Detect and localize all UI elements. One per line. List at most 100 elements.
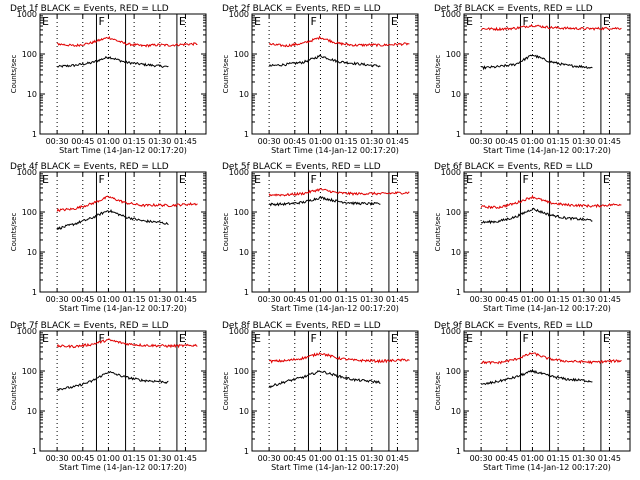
y-tick-label: 1000 <box>441 168 461 177</box>
events-series-line <box>480 207 593 225</box>
panel-title: Det 6f BLACK = Events, RED = LLD <box>434 162 593 172</box>
x-tick-label: 01:00 <box>97 137 120 146</box>
x-tick-label: 01:00 <box>309 454 332 463</box>
lld-series-line <box>268 352 410 364</box>
y-tick-label: 10 <box>239 407 249 416</box>
x-axis-label: Start Time (14-Jan-12 00:17:20) <box>59 304 187 313</box>
y-tick-label: 1000 <box>441 327 461 336</box>
panel-4: Det 4f BLACK = Events, RED = LLD 00:30 00:… <box>10 162 207 313</box>
plot-frame <box>463 171 631 293</box>
x-tick-label: 00:45 <box>283 454 306 463</box>
x-tick-label: 01:30 <box>148 454 171 463</box>
panel-title: Det 5f BLACK = Events, RED = LLD <box>222 162 381 172</box>
x-tick-label: 01:30 <box>572 137 595 146</box>
marker-label: E <box>466 15 473 28</box>
plot-frame <box>39 171 207 293</box>
x-tick-label: 00:45 <box>71 454 94 463</box>
x-tick-label: 01:45 <box>174 454 197 463</box>
x-tick-label: 01:00 <box>309 295 332 304</box>
y-tick-label: 1 <box>244 288 249 297</box>
marker-label: F <box>522 332 528 345</box>
x-tick-label: 00:45 <box>71 295 94 304</box>
y-tick-label: 1 <box>32 130 37 139</box>
marker-label: F <box>310 15 316 28</box>
x-axis-label: Start Time (14-Jan-12 00:17:20) <box>59 463 187 472</box>
panel-3: Det 3f BLACK = Events, RED = LLD 00:30 00:… <box>434 4 631 155</box>
x-tick-label: 00:45 <box>283 295 306 304</box>
x-tick-label: 01:15 <box>335 454 358 463</box>
lld-series-line <box>481 23 622 32</box>
lld-series-line <box>268 187 410 197</box>
marker-label: E <box>254 332 261 345</box>
marker-label: F <box>98 173 104 186</box>
x-tick-label: 01:15 <box>123 295 146 304</box>
plot-frame <box>39 330 207 452</box>
events-series-line <box>481 54 593 71</box>
x-tick-label: 00:45 <box>495 454 518 463</box>
x-tick-label: 01:30 <box>148 137 171 146</box>
x-tick-label: 00:30 <box>258 137 281 146</box>
marker-label: E <box>179 173 186 186</box>
marker-label: E <box>254 15 261 28</box>
y-axis-label: Counts/sec <box>434 372 442 411</box>
x-tick-label: 00:30 <box>470 454 493 463</box>
plot-frame <box>39 13 207 135</box>
y-tick-label: 1 <box>244 130 249 139</box>
x-tick-label: 01:45 <box>386 454 409 463</box>
x-tick-label: 01:15 <box>547 137 570 146</box>
x-axis-label: Start Time (14-Jan-12 00:17:20) <box>483 304 611 313</box>
lld-series-line <box>268 35 410 48</box>
marker-label: E <box>179 15 186 28</box>
x-tick-label: 01:45 <box>598 137 621 146</box>
marker-label: E <box>391 173 398 186</box>
marker-label: E <box>254 173 261 186</box>
x-tick-label: 00:30 <box>258 295 281 304</box>
x-tick-label: 01:45 <box>174 137 197 146</box>
plot-frame <box>251 13 419 135</box>
x-tick-label: 00:30 <box>470 137 493 146</box>
x-tick-label: 00:45 <box>283 137 306 146</box>
lld-series-line <box>56 338 198 349</box>
y-axis-label: Counts/sec <box>434 55 442 94</box>
y-tick-label: 1000 <box>229 10 249 19</box>
y-axis-label: Counts/sec <box>434 213 442 252</box>
events-series-line <box>268 196 381 207</box>
events-series-line <box>268 54 381 68</box>
y-tick-label: 10 <box>27 407 37 416</box>
y-tick-label: 10 <box>239 90 249 99</box>
panel-title: Det 7f BLACK = Events, RED = LLD <box>10 321 169 331</box>
events-series-line <box>56 370 169 392</box>
x-tick-label: 00:45 <box>71 137 94 146</box>
marker-label: E <box>42 15 49 28</box>
y-tick-label: 1 <box>244 447 249 456</box>
panel-5: Det 5f BLACK = Events, RED = LLD 00:30 00:… <box>222 162 419 313</box>
marker-label: E <box>179 332 186 345</box>
x-tick-label: 00:30 <box>470 295 493 304</box>
lld-series-line <box>56 195 198 212</box>
panel-9: Det 9f BLACK = Events, RED = LLD 00:30 00:… <box>434 321 631 472</box>
plot-frame <box>463 13 631 135</box>
x-axis-label: Start Time (14-Jan-12 00:17:20) <box>271 146 399 155</box>
x-tick-label: 01:30 <box>572 454 595 463</box>
marker-label: E <box>391 15 398 28</box>
lld-series-line <box>480 352 622 365</box>
events-series-line <box>56 55 169 69</box>
y-tick-label: 1000 <box>229 168 249 177</box>
x-tick-label: 01:00 <box>309 137 332 146</box>
marker-label: F <box>522 173 528 186</box>
x-tick-label: 00:45 <box>495 137 518 146</box>
events-series-line <box>481 368 593 386</box>
y-tick-label: 100 <box>446 208 461 217</box>
x-axis-label: Start Time (14-Jan-12 00:17:20) <box>271 304 399 313</box>
marker-label: F <box>98 332 104 345</box>
panel-title: Det 1f BLACK = Events, RED = LLD <box>10 4 169 14</box>
panel-1: Det 1f BLACK = Events, RED = LLD 00:30 00:… <box>10 4 207 155</box>
x-tick-label: 01:00 <box>521 137 544 146</box>
marker-label: E <box>42 173 49 186</box>
y-tick-label: 100 <box>234 208 249 217</box>
y-tick-label: 100 <box>22 367 37 376</box>
marker-label: F <box>98 15 104 28</box>
y-tick-label: 10 <box>27 248 37 257</box>
x-tick-label: 01:15 <box>547 295 570 304</box>
y-axis-label: Counts/sec <box>222 213 230 252</box>
